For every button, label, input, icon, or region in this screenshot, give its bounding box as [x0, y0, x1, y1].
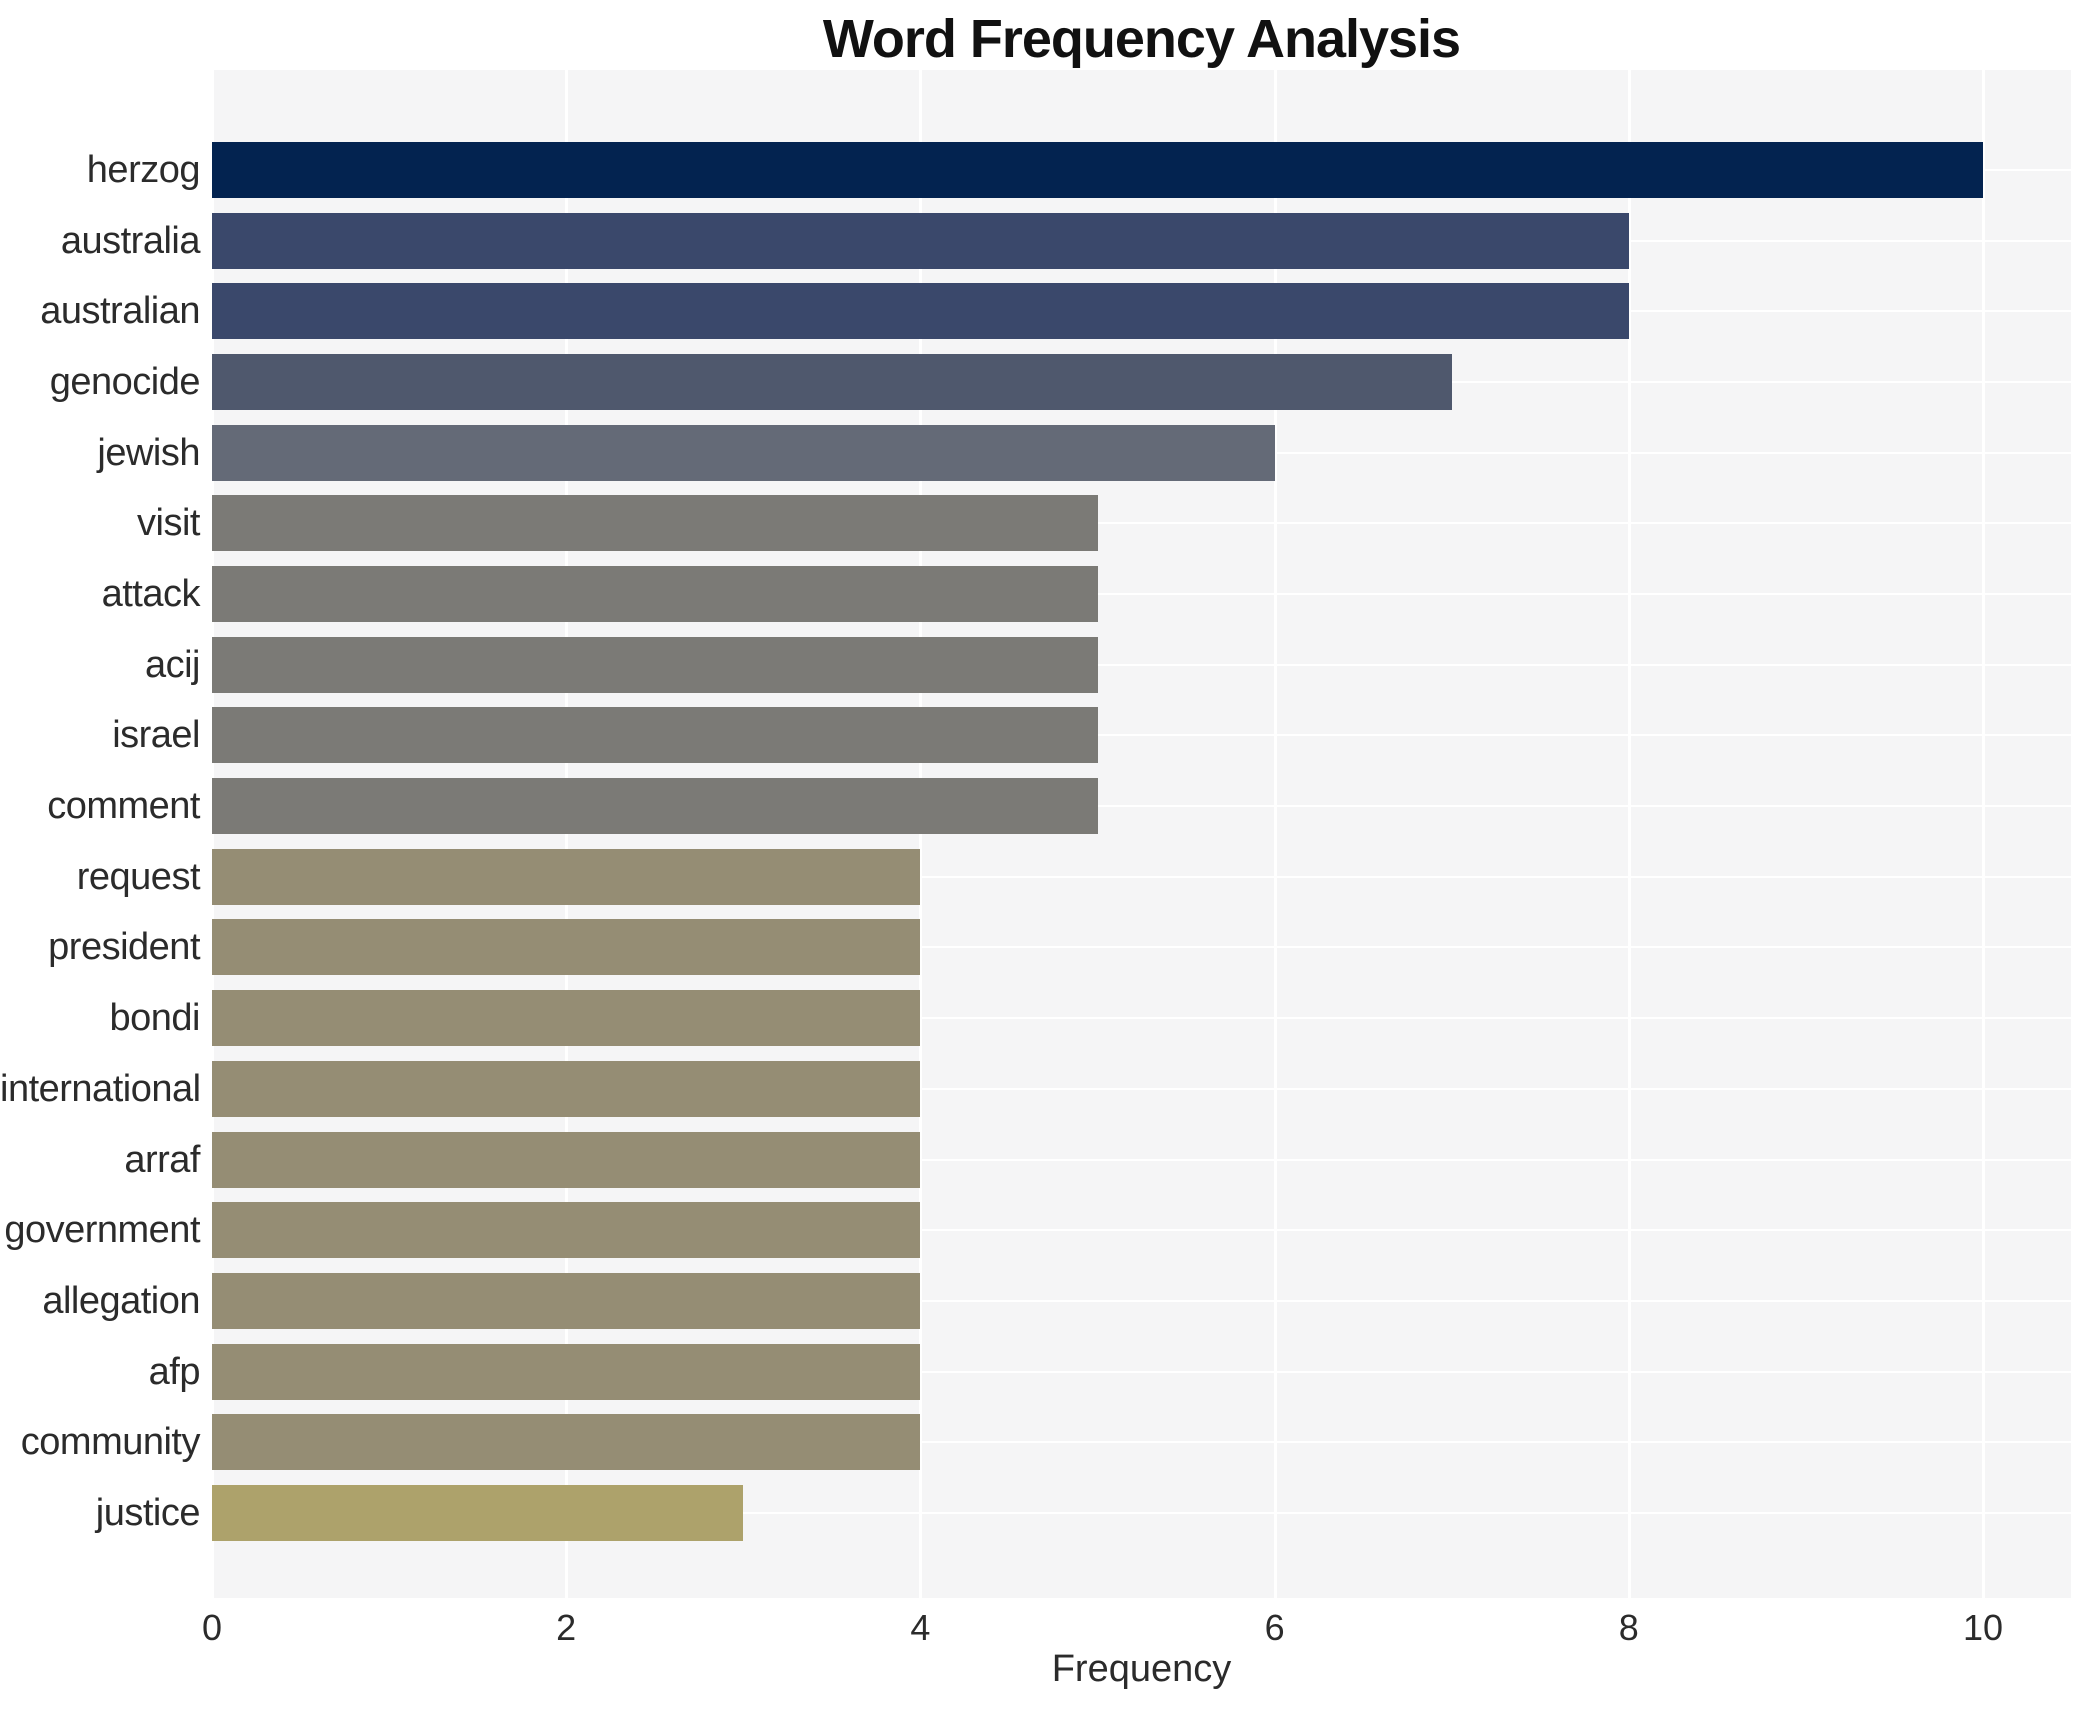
x-tick-label: 4	[910, 1607, 931, 1648]
bar-herzog	[212, 142, 1983, 198]
y-tick-label: visit	[137, 502, 200, 545]
bar-genocide	[212, 354, 1452, 411]
x-tick-label: 10	[1962, 1607, 2004, 1648]
gridline-horizontal	[212, 1017, 2071, 1020]
y-tick-label: acij	[144, 643, 201, 686]
y-tick-label: attack	[101, 573, 201, 616]
x-tick-label: 8	[1618, 1607, 1639, 1648]
y-tick-label: request	[76, 855, 201, 898]
gridline-horizontal	[212, 663, 2071, 666]
y-tick-label: community	[20, 1421, 201, 1464]
y-tick-label: afp	[148, 1350, 201, 1393]
y-tick-label: government	[4, 1209, 200, 1252]
gridline-horizontal	[212, 522, 2071, 525]
bar-visit	[212, 495, 1098, 552]
y-tick-label: arraf	[124, 1138, 200, 1181]
bar-australian	[212, 283, 1629, 340]
bar-request	[212, 848, 921, 905]
y-tick-label: australian	[40, 290, 200, 333]
y-tick-label: genocide	[49, 361, 201, 404]
chart-title: Word Frequency Analysis	[822, 9, 1461, 69]
gridline-horizontal	[212, 1229, 2071, 1232]
x-tick-label: 6	[1264, 1607, 1285, 1648]
gridline-horizontal	[212, 875, 2071, 878]
y-tick-label: comment	[47, 785, 200, 828]
gridline-horizontal	[212, 1087, 2071, 1090]
bar-president	[212, 919, 921, 976]
gridline-horizontal	[212, 805, 2071, 808]
gridline-horizontal	[212, 1511, 2071, 1514]
bar-community	[212, 1414, 921, 1471]
bar-comment	[212, 778, 1098, 835]
y-tick-label: international	[0, 1067, 201, 1110]
bar-jewish	[212, 424, 1275, 481]
bar-justice	[212, 1484, 744, 1541]
bar-government	[212, 1202, 921, 1259]
gridline-horizontal	[212, 1370, 2071, 1373]
plot-area	[211, 70, 2071, 1598]
bar-allegation	[212, 1272, 921, 1329]
gridline-horizontal	[212, 593, 2071, 596]
bar-bondi	[212, 990, 921, 1047]
x-tick-label: 0	[201, 1607, 223, 1648]
y-tick-label: bondi	[109, 997, 201, 1040]
gridline-horizontal	[212, 734, 2071, 737]
y-tick-label: israel	[112, 714, 200, 757]
gridline-vertical	[1273, 70, 1277, 1598]
x-tick-label: 2	[556, 1607, 577, 1648]
bar-arraf	[212, 1131, 921, 1188]
gridline-horizontal	[212, 1299, 2071, 1302]
bar-attack	[212, 566, 1098, 623]
bar-acij	[212, 636, 1098, 693]
bar-australia	[212, 212, 1629, 269]
y-tick-label: australia	[60, 219, 201, 262]
gridline-horizontal	[212, 946, 2071, 949]
x-axis-title: Frequency	[1051, 1648, 1232, 1690]
bar-afp	[212, 1343, 921, 1400]
y-tick-label: jewish	[97, 431, 200, 474]
y-tick-label: president	[48, 926, 200, 969]
gridline-vertical	[1982, 70, 1985, 1598]
y-tick-label: herzog	[86, 149, 201, 191]
gridline-horizontal	[212, 1158, 2071, 1161]
gridline-vertical	[1627, 70, 1631, 1598]
y-tick-label: justice	[95, 1491, 201, 1534]
bar-international	[212, 1060, 921, 1117]
y-tick-label: allegation	[42, 1279, 200, 1322]
gridline-horizontal	[212, 1441, 2071, 1444]
bar-israel	[212, 707, 1098, 764]
